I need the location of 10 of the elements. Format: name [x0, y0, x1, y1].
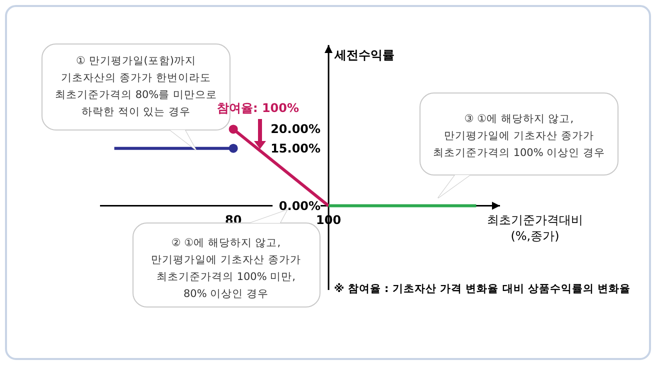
annotation: ③ ①에 해당하지 않고, 만기평가일에 기초자산 종가가 최초기준가격의 100% 이상인 경우 [432, 113, 606, 159]
y-axis-title: 세전수익률 [334, 48, 395, 62]
annotation: 참여율: 100% [216, 101, 300, 115]
annotation: ※ 참여율 : 기초자산 가격 변화율 대비 상품수익률의 변화율 [334, 283, 631, 295]
y-tick-label: 20.00% [270, 122, 321, 136]
x-axis-title: 최초기준가격대비 (%,종가) [487, 212, 583, 243]
annotation: ② ①에 해당하지 않고, 만기평가일에 기초자산 종가가 최초기준가격의 100% 미만, 80% 이상인 경우 [151, 237, 301, 300]
y-tick-label: 0.00% [278, 198, 321, 213]
y-tick-label: 15.00% [270, 141, 321, 156]
annotation: ① 만기평가일(포함)까지 기초자산의 종가가 한번이라도 최초기준가격의 80%를 미만으로 하락한 적이 있는 경우 [54, 55, 218, 118]
